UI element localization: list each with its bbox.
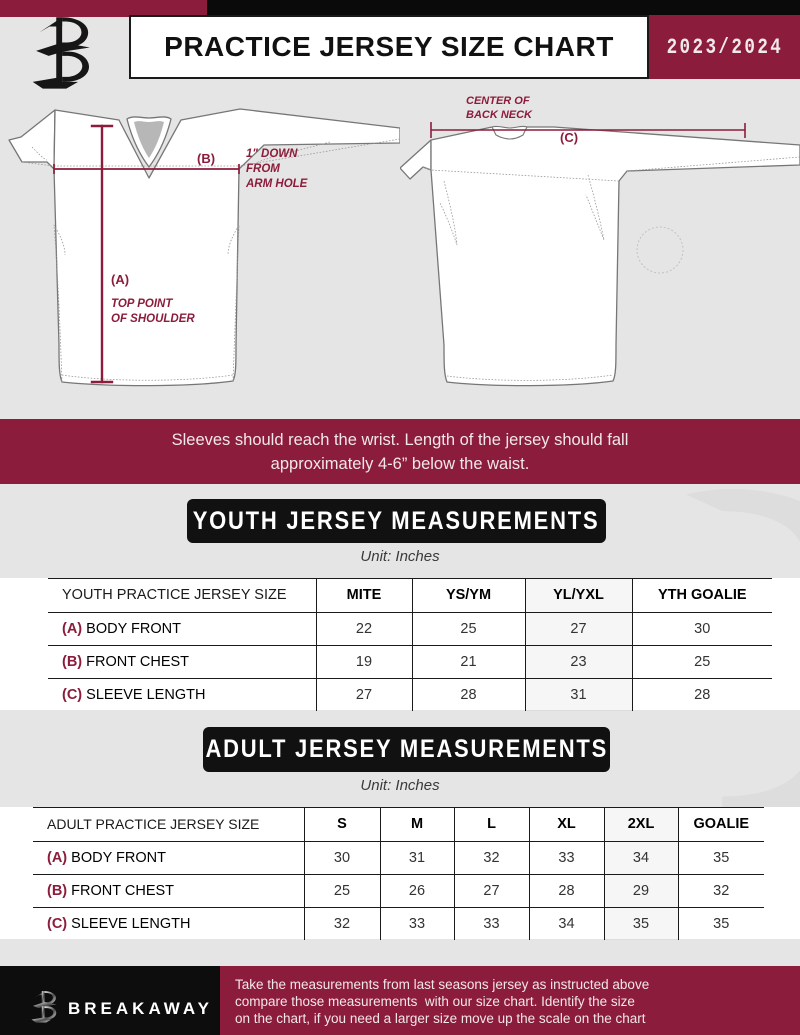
- svg-text:OF SHOULDER: OF SHOULDER: [111, 313, 195, 325]
- svg-text:CENTER OF: CENTER OF: [466, 95, 530, 107]
- svg-text:BACK NECK: BACK NECK: [466, 109, 533, 121]
- svg-text:FROM: FROM: [246, 163, 280, 175]
- svg-text:(A): (A): [111, 272, 129, 287]
- svg-text:ARM HOLE: ARM HOLE: [245, 178, 308, 190]
- svg-text:(B): (B): [197, 151, 215, 166]
- svg-text:TOP POINT: TOP POINT: [111, 298, 173, 310]
- svg-text:1" DOWN: 1" DOWN: [246, 148, 298, 160]
- svg-text:(C): (C): [560, 130, 578, 145]
